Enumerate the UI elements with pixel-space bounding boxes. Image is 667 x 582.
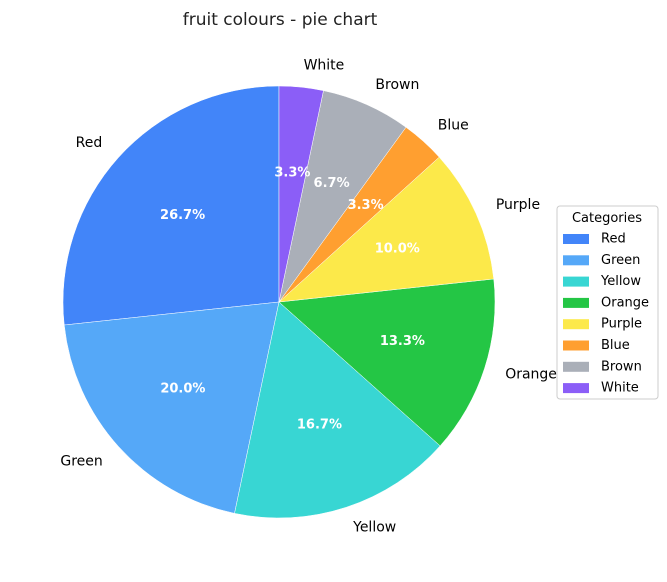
- legend-frame: [556, 205, 659, 400]
- legend-swatch-purple: [563, 319, 589, 330]
- legend-swatch-yellow: [563, 276, 589, 287]
- category-label-yellow: Yellow: [352, 520, 396, 536]
- legend-label-orange: Orange: [601, 295, 649, 310]
- pie-slice-yellow: [234, 301, 441, 519]
- category-label-purple: Purple: [496, 197, 540, 213]
- legend-swatch-green: [563, 255, 589, 266]
- percent-label-purple: 10.0%: [375, 242, 420, 257]
- percent-labels: 26.7% 20.0% 16.7% 13.3% 10.0% 3.3% 6.7% 3.3%: [160, 166, 425, 433]
- percent-label-brown: 6.7%: [314, 176, 350, 191]
- category-label-orange: Orange: [505, 367, 557, 383]
- legend-label-white: White: [601, 381, 639, 396]
- legend-label-green: Green: [601, 253, 640, 268]
- legend-label-blue: Blue: [601, 338, 630, 353]
- percent-label-blue: 3.3%: [348, 198, 384, 213]
- pie-slice-orange: [278, 278, 496, 447]
- pie-slice-purple: [278, 156, 495, 303]
- legend-label-purple: Purple: [601, 317, 642, 332]
- pie-slice-red: [62, 85, 280, 326]
- legend-label-yellow: Yellow: [600, 274, 641, 289]
- percent-label-white: 3.3%: [274, 166, 310, 181]
- category-label-white: White: [304, 58, 345, 74]
- category-label-brown: Brown: [375, 77, 419, 93]
- legend-swatch-brown: [563, 361, 589, 372]
- percent-label-orange: 13.3%: [380, 334, 425, 349]
- chart-title: fruit colours - pie chart: [183, 10, 378, 30]
- legend: Categories Red Green Yellow Orange Purple Blu…: [556, 205, 659, 400]
- legend-swatch-red: [563, 234, 589, 244]
- legend-label-brown: Brown: [601, 359, 642, 374]
- category-label-red: Red: [76, 135, 103, 151]
- legend-title: Categories: [572, 211, 642, 226]
- legend-swatch-blue: [563, 340, 589, 351]
- percent-label-red: 26.7%: [160, 208, 205, 223]
- legend-label-red: Red: [601, 232, 626, 247]
- pie-slices: [62, 85, 496, 519]
- legend-swatch-white: [563, 383, 589, 394]
- percent-label-green: 20.0%: [160, 381, 205, 396]
- legend-swatch-orange: [563, 297, 589, 308]
- category-label-blue: Blue: [438, 117, 469, 133]
- category-label-green: Green: [60, 453, 102, 469]
- percent-label-yellow: 16.7%: [297, 418, 342, 433]
- legend-items: Red Green Yellow Orange Purple Blue Brown White: [563, 232, 649, 396]
- pie-slice-white: [278, 85, 324, 303]
- pie-slice-green: [63, 301, 280, 514]
- category-labels: Red Green Yellow Orange Purple Blue Brown White: [60, 58, 557, 536]
